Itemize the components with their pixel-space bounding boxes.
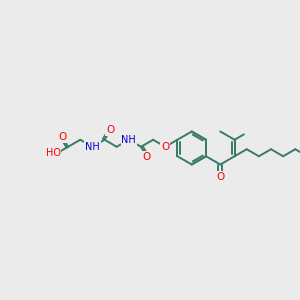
Text: O: O — [142, 152, 151, 162]
Text: NH: NH — [85, 142, 100, 152]
Text: O: O — [58, 132, 67, 142]
Text: O: O — [216, 172, 224, 182]
Text: O: O — [161, 142, 170, 152]
Text: O: O — [106, 125, 114, 135]
Text: NH: NH — [122, 135, 136, 145]
Text: HO: HO — [46, 148, 61, 158]
